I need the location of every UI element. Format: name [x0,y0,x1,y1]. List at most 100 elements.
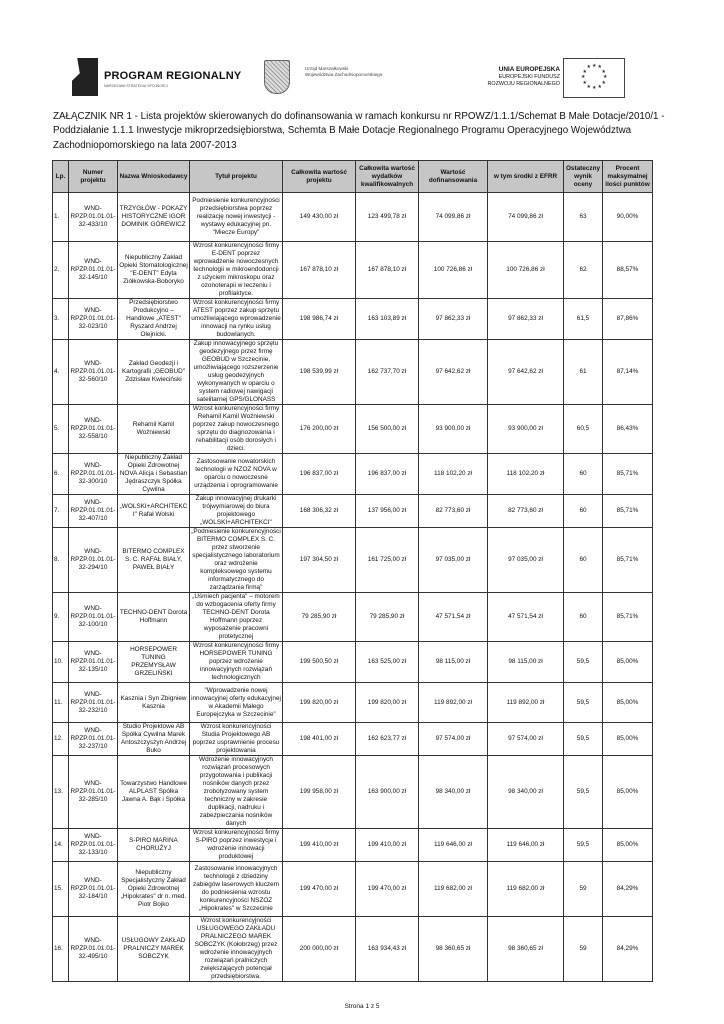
table-cell: "Wprowadzenie nowej innowacyjnej oferty … [189,682,283,723]
table-cell: 87,14% [602,339,653,405]
table-cell: WND-RPZP.01.01.01-32-294/10 [68,527,118,593]
table-cell: 85,71% [602,592,653,642]
table-cell: 86,43% [602,404,653,454]
table-cell: 61,5 [563,298,603,340]
table-cell: 6. [52,453,69,495]
table-cell: 199 470,00 zł [355,861,419,917]
table-cell: Wzrost konkurencyjności firmy HORSEPOWER… [189,641,283,683]
table-cell: Zakup innowacyjnego sprzętu geodezyjnego… [189,339,283,405]
table-row: 7. WND-RPZP.01.01.01-32-407/10 „WOLSKI+ARC… [52,494,653,528]
star-icon: ★ [592,63,597,69]
program-logo-icon [72,58,98,96]
table-cell: „Podniesienie konkurencyjności BITERMO C… [189,527,283,593]
table-cell: 200 000,00 zł [282,916,356,982]
column-header: Wartość dofinansowania [418,160,488,193]
table-cell: 15. [52,861,69,917]
table-cell: 63 [563,192,603,242]
table-row: 16. WND-RPZP.01.01.01-32-495/10 USŁUGOWY Z… [52,916,653,982]
table-cell: 199 820,00 zł [282,682,356,723]
table-cell: WND-RPZP.01.01.01-32-100/10 [68,592,118,642]
table-cell: 163 934,43 zł [355,916,419,982]
table-cell: 2. [52,241,69,299]
table-row: 12. WND-RPZP.01.01.01-32-237/10 Studio Pro… [52,722,653,756]
star-icon: ★ [601,79,606,86]
eu-line1: UNIA EUROPEJSKA [498,66,560,73]
star-icon: ★ [597,83,602,90]
eu-line3: ROZWOJU REGIONALNEGO [487,81,560,87]
table-cell: 60 [563,592,603,642]
table-cell: WND-RPZP.01.01.01-32-558/10 [68,404,118,454]
table-cell: HORSEPOWER TUNING PRZEMYSŁAW GRZELIŃSKI [117,641,190,683]
table-cell: 7. [52,494,69,528]
table-cell: Kasznia i Syn Zbigniew Kasznia [117,682,190,723]
table-cell: 97 574,00 zł [487,722,564,756]
page-number: Strona 1 z 5 [344,1003,380,1010]
table-cell: 199 470,00 zł [282,861,356,917]
table-cell: 10. [52,641,69,683]
table-cell: 167 878,10 zł [355,241,419,299]
column-header: Procent maksymalnej ilości punktów [602,160,653,193]
table-row: 2. WND-RPZP.01.01.01-32-145/10 Niepubliczn… [52,241,653,299]
table-row: 1. WND-RPZP.01.01.01-32-433/10 TRZYGŁÓW - … [52,192,653,242]
star-icon: ★ [601,68,606,75]
table-cell: WND-RPZP.01.01.01-32-495/10 [68,916,118,982]
star-icon: ★ [581,74,586,80]
table-cell: 85,00% [602,755,653,829]
table-cell: 1. [52,192,69,242]
table-cell: 79 285,90 zł [282,592,356,642]
table-cell: WND-RPZP.01.01.01-32-184/10 [68,861,118,917]
table-cell: 163 900,00 zł [355,755,419,829]
table-cell: „Uśmiech pacjenta" – motorem do wzbogace… [189,592,283,642]
table-cell: Wdrożenie innowacyjnych rozwiązań proces… [189,755,283,829]
program-logo-title: PROGRAM REGIONALNY [104,70,242,82]
table-row: 8. WND-RPZP.01.01.01-32-294/10 BITERMO COM… [52,527,653,593]
table-cell: 47 571,54 zł [487,592,564,642]
table-cell: 199 410,00 zł [282,828,356,862]
table-cell: 85,00% [602,722,653,756]
table-cell: Zakup innowacyjnej drukarki trójwymiarow… [189,494,283,528]
table-cell: BITERMO COMPLEX S. C. RAFAŁ BIAŁY, PAWEŁ… [117,527,190,593]
table-row: 11. WND-RPZP.01.01.01-32-232/10 Kasznia i … [52,682,653,723]
table-cell: 118 102,20 zł [418,453,488,495]
table-cell: 59 [563,916,603,982]
table-cell: Zastosowanie nowatorskich technologii w … [189,453,283,495]
table-cell: 199 410,00 zł [355,828,419,862]
table-cell: Niepubliczny Zakład Opieki Zdrowotnej NO… [117,453,190,495]
table-row: 15. WND-RPZP.01.01.01-32-184/10 Niepublicz… [52,861,653,917]
table-cell: 93 900,00 zł [418,404,488,454]
title-line3: Zachodniopomorskiego na lata 2007-2013 [53,139,237,151]
column-header: Całkowita wartość wydatków kwalifikowaln… [355,160,419,193]
table-cell: Zakład Geodezji i Kartografii „GEOBUD" Z… [117,339,190,405]
table-cell: 98 360,65 zł [487,916,564,982]
table-cell: 5. [52,404,69,454]
table-cell: 59,5 [563,641,603,683]
document-title: ZAŁĄCZNIK NR 1 - Lista projektów skierow… [53,110,664,153]
table-cell: 61 [563,339,603,405]
table-cell: 60 [563,453,603,495]
table-cell: 85,71% [602,527,653,593]
table-cell: 98 360,65 zł [418,916,488,982]
table-row: 13. WND-RPZP.01.01.01-32-285/10 Towarzystw… [52,755,653,829]
table-cell: Zastosowanie innowacyjnych technologii z… [189,861,283,917]
table-cell: Wzrost konkurencyjności firmy ATEST popr… [189,298,283,340]
table-cell: 74 099,86 zł [487,192,564,242]
table-cell: „WOLSKI+ARCHITEKCI" Rafał Wolski [117,494,190,528]
table-cell: 16. [52,916,69,982]
table-cell: 198 539,99 zł [282,339,356,405]
table-cell: 60,5 [563,404,603,454]
table-cell: S-PIRO MARINA CHORUŻYJ [117,828,190,862]
table-cell: 97 862,33 zł [487,298,564,340]
table-cell: 85,00% [602,682,653,723]
eu-line2: EUROPEJSKI FUNDUSZ [498,74,560,80]
table-cell: 163 525,00 zł [355,641,419,683]
table-cell: 79 285,90 zł [355,592,419,642]
table-cell: 100 726,86 zł [487,241,564,299]
table-cell: 119 682,00 zł [487,861,564,917]
star-icon: ★ [603,74,608,80]
table-row: 6. WND-RPZP.01.01.01-32-300/10 Niepubliczn… [52,453,653,495]
table-cell: 168 306,32 zł [282,494,356,528]
projects-table: Lp. Numer projektu Nazwa Wnioskodawcy Tytuł… [52,160,653,982]
star-icon: ★ [597,64,602,71]
table-cell: 97 035,00 zł [487,527,564,593]
star-icon: ★ [586,64,591,71]
